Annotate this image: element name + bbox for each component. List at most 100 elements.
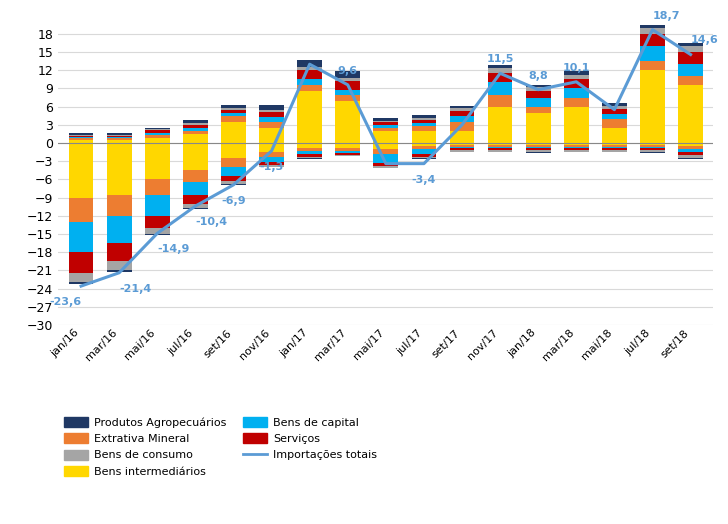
- Bar: [450, 143, 475, 145]
- Bar: [564, 150, 589, 151]
- Bar: [145, 143, 170, 179]
- Text: -14,9: -14,9: [157, 244, 190, 254]
- Bar: [297, 67, 322, 70]
- Bar: [221, 143, 246, 158]
- Bar: [373, 122, 398, 125]
- Bar: [678, 77, 703, 85]
- Bar: [297, 151, 322, 154]
- Bar: [107, 270, 132, 272]
- Bar: [145, 234, 170, 235]
- Bar: [526, 147, 550, 148]
- Bar: [602, 148, 627, 150]
- Bar: [640, 25, 665, 28]
- Bar: [564, 89, 589, 97]
- Bar: [183, 131, 207, 134]
- Bar: [526, 151, 550, 152]
- Bar: [526, 86, 550, 92]
- Bar: [488, 143, 513, 145]
- Bar: [678, 149, 703, 152]
- Bar: [640, 28, 665, 34]
- Bar: [68, 222, 93, 252]
- Bar: [221, 177, 246, 181]
- Bar: [564, 148, 589, 150]
- Bar: [183, 134, 207, 143]
- Bar: [297, 143, 322, 148]
- Bar: [678, 85, 703, 143]
- Bar: [564, 71, 589, 74]
- Bar: [450, 131, 475, 143]
- Bar: [373, 131, 398, 143]
- Bar: [373, 128, 398, 131]
- Bar: [336, 71, 360, 78]
- Bar: [678, 155, 703, 158]
- Bar: [259, 112, 284, 117]
- Bar: [107, 143, 132, 194]
- Bar: [183, 120, 207, 123]
- Text: 9,6: 9,6: [338, 66, 357, 76]
- Bar: [411, 154, 436, 157]
- Bar: [678, 146, 703, 149]
- Bar: [373, 143, 398, 149]
- Bar: [602, 114, 627, 119]
- Text: -10,4: -10,4: [195, 217, 227, 227]
- Bar: [336, 94, 360, 101]
- Bar: [640, 150, 665, 152]
- Bar: [68, 137, 93, 138]
- Bar: [221, 116, 246, 122]
- Bar: [678, 143, 703, 146]
- Bar: [526, 113, 550, 143]
- Bar: [145, 228, 170, 234]
- Bar: [68, 198, 93, 222]
- Bar: [526, 150, 550, 151]
- Bar: [336, 101, 360, 143]
- Bar: [450, 148, 475, 150]
- Bar: [564, 79, 589, 89]
- Bar: [107, 133, 132, 135]
- Bar: [259, 110, 284, 112]
- Bar: [373, 168, 398, 169]
- Bar: [107, 140, 132, 143]
- Bar: [221, 158, 246, 167]
- Bar: [373, 154, 398, 163]
- Bar: [678, 52, 703, 64]
- Bar: [373, 166, 398, 168]
- Bar: [488, 147, 513, 148]
- Bar: [602, 151, 627, 152]
- Bar: [145, 138, 170, 143]
- Bar: [259, 152, 284, 157]
- Bar: [107, 243, 132, 261]
- Bar: [526, 148, 550, 150]
- Bar: [526, 97, 550, 107]
- Bar: [68, 282, 93, 284]
- Bar: [107, 138, 132, 140]
- Bar: [411, 120, 436, 123]
- Bar: [221, 110, 246, 113]
- Bar: [488, 69, 513, 73]
- Text: -6,9: -6,9: [221, 196, 246, 206]
- Text: -21,4: -21,4: [119, 283, 151, 293]
- Bar: [68, 135, 93, 136]
- Bar: [145, 129, 170, 130]
- Bar: [564, 97, 589, 107]
- Text: 11,5: 11,5: [486, 54, 514, 64]
- Bar: [259, 128, 284, 143]
- Legend: Produtos Agropecuários, Extrativa Mineral, Bens de consumo, Bens intermediários,: Produtos Agropecuários, Extrativa Minera…: [64, 417, 377, 477]
- Bar: [450, 145, 475, 147]
- Bar: [450, 151, 475, 152]
- Bar: [373, 125, 398, 128]
- Bar: [411, 158, 436, 159]
- Bar: [564, 74, 589, 79]
- Bar: [488, 82, 513, 94]
- Bar: [221, 105, 246, 108]
- Bar: [336, 151, 360, 152]
- Bar: [259, 162, 284, 165]
- Bar: [183, 125, 207, 128]
- Bar: [640, 147, 665, 148]
- Bar: [145, 128, 170, 129]
- Bar: [336, 81, 360, 90]
- Bar: [259, 165, 284, 167]
- Bar: [526, 85, 550, 86]
- Bar: [259, 143, 284, 152]
- Bar: [564, 143, 589, 145]
- Bar: [297, 79, 322, 85]
